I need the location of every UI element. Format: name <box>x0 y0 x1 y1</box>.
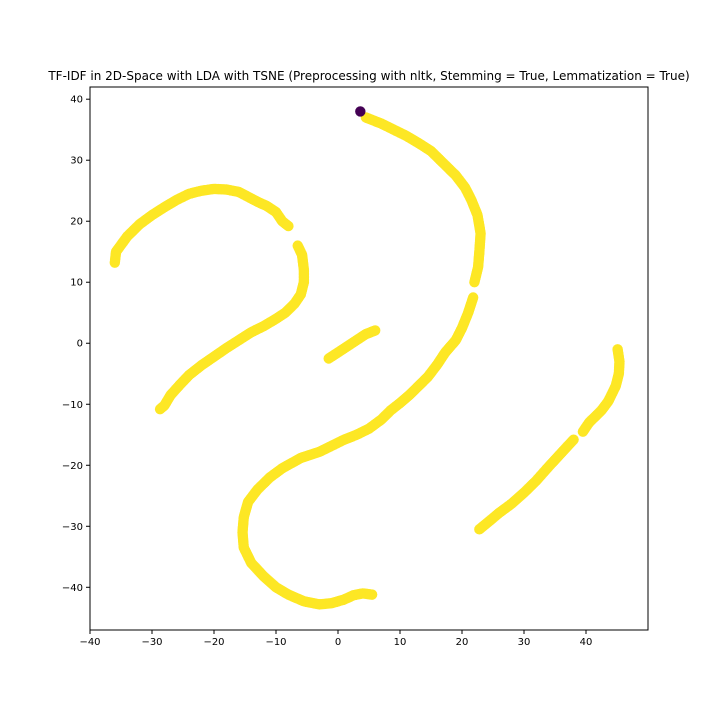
y-tick-label: 40 <box>70 95 83 106</box>
y-tick-label: −30 <box>62 522 83 533</box>
y-tick-label: −40 <box>62 583 83 594</box>
y-tick-label: −10 <box>62 400 83 411</box>
x-tick-label: 10 <box>394 637 407 648</box>
x-tick-label: −30 <box>141 637 162 648</box>
x-tick-label: 40 <box>580 637 593 648</box>
scatter-point <box>154 403 166 415</box>
x-tick-label: 0 <box>335 637 341 648</box>
x-tick-label: 20 <box>456 637 469 648</box>
y-tick-label: 0 <box>77 339 83 350</box>
scatter-point-purple <box>355 106 366 117</box>
scatter-point <box>474 524 485 535</box>
y-tick-label: 10 <box>70 278 83 289</box>
scatter-point <box>577 426 589 437</box>
scatter-point <box>283 220 294 232</box>
x-tick-label: 30 <box>518 637 531 648</box>
y-tick-label: 20 <box>70 217 83 228</box>
x-tick-label: −20 <box>203 637 224 648</box>
y-tick-label: 30 <box>70 156 83 167</box>
y-tick-label: −20 <box>62 461 83 472</box>
scatter-point <box>366 589 378 600</box>
x-tick-label: −40 <box>79 637 100 648</box>
x-tick-label: −10 <box>265 637 286 648</box>
axes-layer: −40 −30 −20 −10 0 10 20 30 40 −40 −30 −20 −10 0 10 20 30… <box>62 86 649 648</box>
scatter-point <box>469 277 480 288</box>
scatter-point <box>370 325 381 336</box>
chart-title: TF-IDF in 2D-Space with LDA with TSNE (P… <box>47 69 689 83</box>
axes-frame <box>89 86 649 631</box>
points-layer <box>109 106 625 610</box>
